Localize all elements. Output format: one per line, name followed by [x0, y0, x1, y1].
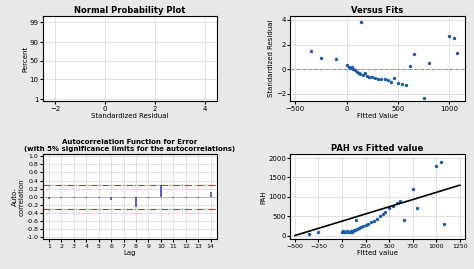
- Point: [305, 231, 313, 236]
- X-axis label: Standardized Residual: Standardized Residual: [91, 113, 169, 119]
- Point: [359, 224, 366, 228]
- Point: [450, 36, 458, 41]
- Point: [363, 74, 371, 78]
- Point: [345, 230, 352, 234]
- Point: [361, 71, 369, 75]
- Point: [390, 76, 398, 80]
- Point: [333, 57, 340, 62]
- Point: [367, 220, 375, 224]
- Point: [419, 95, 427, 100]
- Point: [446, 34, 453, 38]
- X-axis label: Fitted value: Fitted value: [357, 250, 398, 256]
- Point: [356, 71, 364, 76]
- Point: [346, 66, 354, 70]
- Point: [381, 77, 388, 81]
- Point: [348, 229, 356, 234]
- Point: [346, 229, 354, 233]
- Point: [338, 229, 346, 234]
- Point: [352, 218, 360, 222]
- Point: [359, 73, 367, 77]
- Point: [440, 222, 447, 226]
- Point: [355, 226, 363, 230]
- Point: [384, 78, 392, 83]
- Point: [350, 228, 358, 232]
- Point: [317, 56, 325, 60]
- Point: [368, 75, 376, 79]
- X-axis label: Lag: Lag: [124, 250, 136, 256]
- Point: [343, 228, 351, 233]
- Point: [385, 206, 393, 211]
- Point: [340, 230, 348, 234]
- Point: [373, 217, 381, 221]
- Point: [379, 212, 386, 216]
- Point: [437, 160, 445, 164]
- Point: [349, 66, 356, 71]
- Point: [344, 229, 351, 234]
- Point: [345, 65, 353, 69]
- Point: [353, 70, 361, 75]
- Point: [341, 230, 349, 235]
- Point: [349, 228, 357, 233]
- Title: Versus Fits: Versus Fits: [351, 6, 403, 15]
- Point: [394, 81, 401, 85]
- Point: [348, 65, 356, 69]
- Point: [432, 164, 440, 168]
- Point: [370, 219, 378, 223]
- Point: [351, 68, 359, 73]
- Point: [365, 222, 372, 226]
- Point: [374, 76, 382, 81]
- Point: [378, 77, 385, 81]
- Point: [425, 61, 432, 65]
- X-axis label: Fitted Value: Fitted Value: [357, 113, 398, 119]
- Point: [372, 76, 379, 80]
- Point: [410, 52, 418, 56]
- Point: [353, 226, 361, 231]
- Point: [307, 49, 314, 53]
- Y-axis label: Standardized Residual: Standardized Residual: [268, 20, 274, 97]
- Point: [401, 218, 408, 222]
- Point: [397, 199, 404, 203]
- Point: [382, 210, 389, 214]
- Title: PAH vs Fitted value: PAH vs Fitted value: [331, 144, 423, 153]
- Point: [393, 200, 401, 205]
- Title: Normal Probability Plot: Normal Probability Plot: [74, 6, 185, 15]
- Point: [365, 75, 373, 79]
- Point: [409, 187, 417, 191]
- Point: [414, 206, 421, 211]
- Point: [357, 225, 365, 229]
- Point: [387, 79, 394, 84]
- Point: [357, 20, 365, 24]
- Point: [339, 229, 347, 233]
- Point: [347, 229, 355, 233]
- Point: [315, 229, 322, 234]
- Point: [355, 71, 363, 75]
- Point: [398, 82, 406, 86]
- Title: Autocorrelation Function for Error
(with 5% significance limits for the autocorr: Autocorrelation Function for Error (with…: [24, 139, 236, 153]
- Y-axis label: Auto-
correlation: Auto- correlation: [12, 178, 25, 216]
- Y-axis label: PAH: PAH: [261, 190, 267, 204]
- Point: [362, 222, 369, 227]
- Y-axis label: Percent: Percent: [22, 46, 28, 72]
- Point: [389, 204, 397, 209]
- Point: [376, 214, 383, 218]
- Point: [351, 228, 359, 232]
- Point: [343, 63, 350, 67]
- Point: [406, 63, 414, 68]
- Point: [346, 230, 353, 234]
- Point: [454, 51, 461, 55]
- Point: [402, 83, 410, 87]
